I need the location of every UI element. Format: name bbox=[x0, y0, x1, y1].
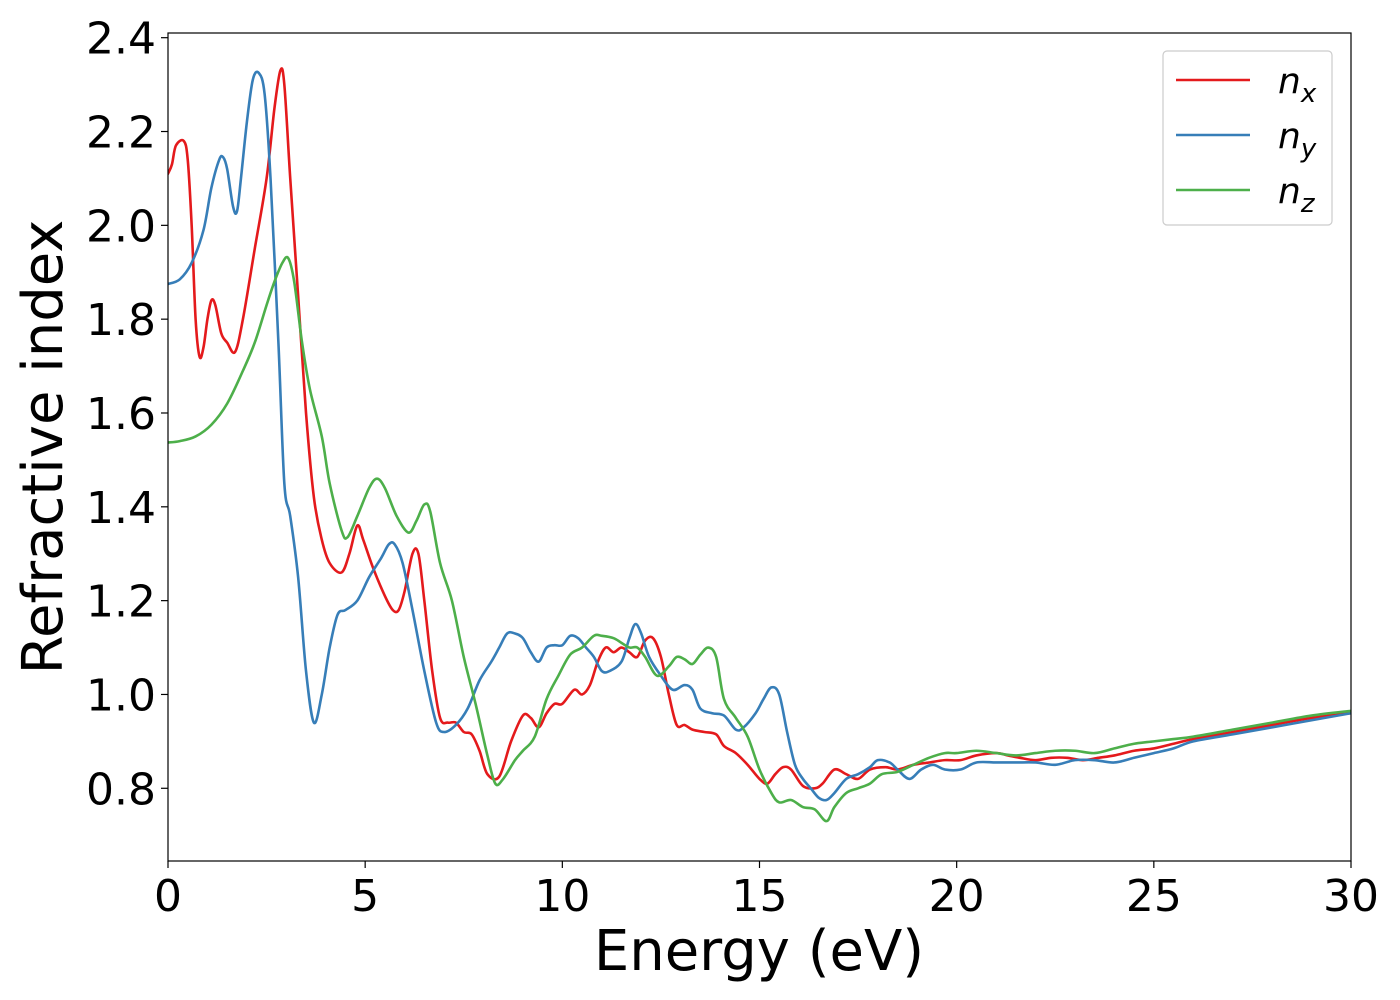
x-tick-label: 10 bbox=[534, 871, 590, 922]
y-axis: 0.8 1.0 1.2 1.4 1.6 1.8 2.0 2.2 2.4 bbox=[86, 14, 168, 815]
plot-background bbox=[168, 33, 1351, 861]
y-tick-label: 2.2 bbox=[86, 108, 156, 159]
y-tick-label: 1.8 bbox=[86, 295, 156, 346]
y-tick-label: 2.4 bbox=[86, 14, 156, 65]
x-tick-label: 25 bbox=[1126, 871, 1182, 922]
y-tick-label: 1.2 bbox=[86, 577, 156, 628]
x-tick-label: 30 bbox=[1323, 871, 1379, 922]
x-axis: 0 5 10 15 20 25 30 bbox=[154, 861, 1379, 922]
y-tick-label: 2.0 bbox=[86, 201, 156, 252]
legend-label-n-z: nz bbox=[1278, 171, 1316, 219]
y-tick-label: 1.0 bbox=[86, 670, 156, 721]
series-line-n-z bbox=[168, 255, 1351, 823]
series-layer bbox=[168, 67, 1351, 823]
x-tick-label: 15 bbox=[732, 871, 788, 922]
y-tick-label: 1.4 bbox=[86, 483, 156, 534]
y-tick-label: 0.8 bbox=[86, 764, 156, 815]
y-axis-title: Refractive index bbox=[11, 220, 76, 675]
x-tick-label: 0 bbox=[154, 871, 182, 922]
x-axis-title: Energy (eV) bbox=[594, 919, 924, 984]
x-tick-label: 20 bbox=[929, 871, 985, 922]
y-tick-label: 1.6 bbox=[86, 389, 156, 440]
legend-label-n-y: ny bbox=[1278, 116, 1317, 164]
legend-frame bbox=[1162, 50, 1333, 226]
series-line-n-y bbox=[168, 70, 1351, 802]
series-line-n-x bbox=[168, 67, 1351, 790]
x-tick-label: 5 bbox=[351, 871, 379, 922]
legend: nx ny nz bbox=[1162, 50, 1333, 226]
legend-label-n-x: nx bbox=[1278, 61, 1317, 109]
